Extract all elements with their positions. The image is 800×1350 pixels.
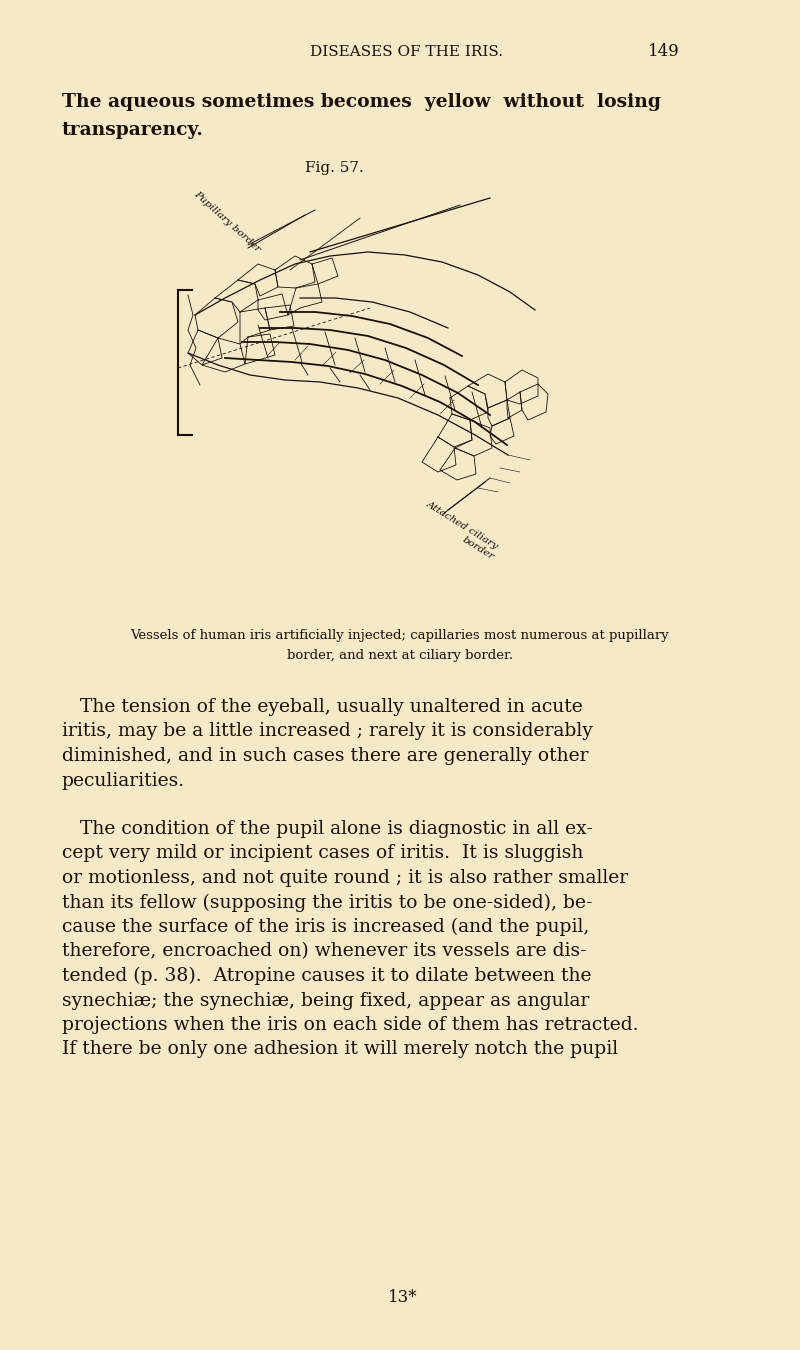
Text: border, and next at ciliary border.: border, and next at ciliary border. [287,648,513,662]
Text: The aqueous sometimes becomes  yellow  without  losing: The aqueous sometimes becomes yellow wit… [62,93,661,111]
Text: border: border [461,535,495,562]
Text: transparency.: transparency. [62,122,204,139]
Text: Vessels of human iris artificially injected; capillaries most numerous at pupill: Vessels of human iris artificially injec… [130,629,670,641]
Text: Attached ciliary: Attached ciliary [425,500,499,551]
Text: If there be only one adhesion it will merely notch the pupil: If there be only one adhesion it will me… [62,1041,618,1058]
Text: cause the surface of the iris is increased (and the pupil,: cause the surface of the iris is increas… [62,918,590,937]
Text: iritis, may be a little increased ; rarely it is considerably: iritis, may be a little increased ; rare… [62,722,593,741]
Text: peculiarities.: peculiarities. [62,771,185,790]
Text: 13*: 13* [388,1289,418,1307]
Text: tended (p. 38).  Atropine causes it to dilate between the: tended (p. 38). Atropine causes it to di… [62,967,591,985]
Text: The condition of the pupil alone is diagnostic in all ex-: The condition of the pupil alone is diag… [62,819,593,838]
Text: The tension of the eyeball, usually unaltered in acute: The tension of the eyeball, usually unal… [62,698,582,716]
Text: or motionless, and not quite round ; it is also rather smaller: or motionless, and not quite round ; it … [62,869,628,887]
Text: Fig. 57.: Fig. 57. [305,161,364,176]
Text: therefore, encroached on) whenever its vessels are dis-: therefore, encroached on) whenever its v… [62,942,586,960]
Text: Pupillary border: Pupillary border [192,190,262,254]
Text: projections when the iris on each side of them has retracted.: projections when the iris on each side o… [62,1017,638,1034]
Text: cept very mild or incipient cases of iritis.  It is sluggish: cept very mild or incipient cases of iri… [62,845,583,863]
Text: diminished, and in such cases there are generally other: diminished, and in such cases there are … [62,747,589,765]
Text: DISEASES OF THE IRIS.: DISEASES OF THE IRIS. [310,45,503,59]
Text: synechiæ; the synechiæ, being fixed, appear as angular: synechiæ; the synechiæ, being fixed, app… [62,991,590,1010]
Text: 149: 149 [648,43,680,61]
Text: than its fellow (supposing the iritis to be one-sided), be-: than its fellow (supposing the iritis to… [62,894,593,911]
